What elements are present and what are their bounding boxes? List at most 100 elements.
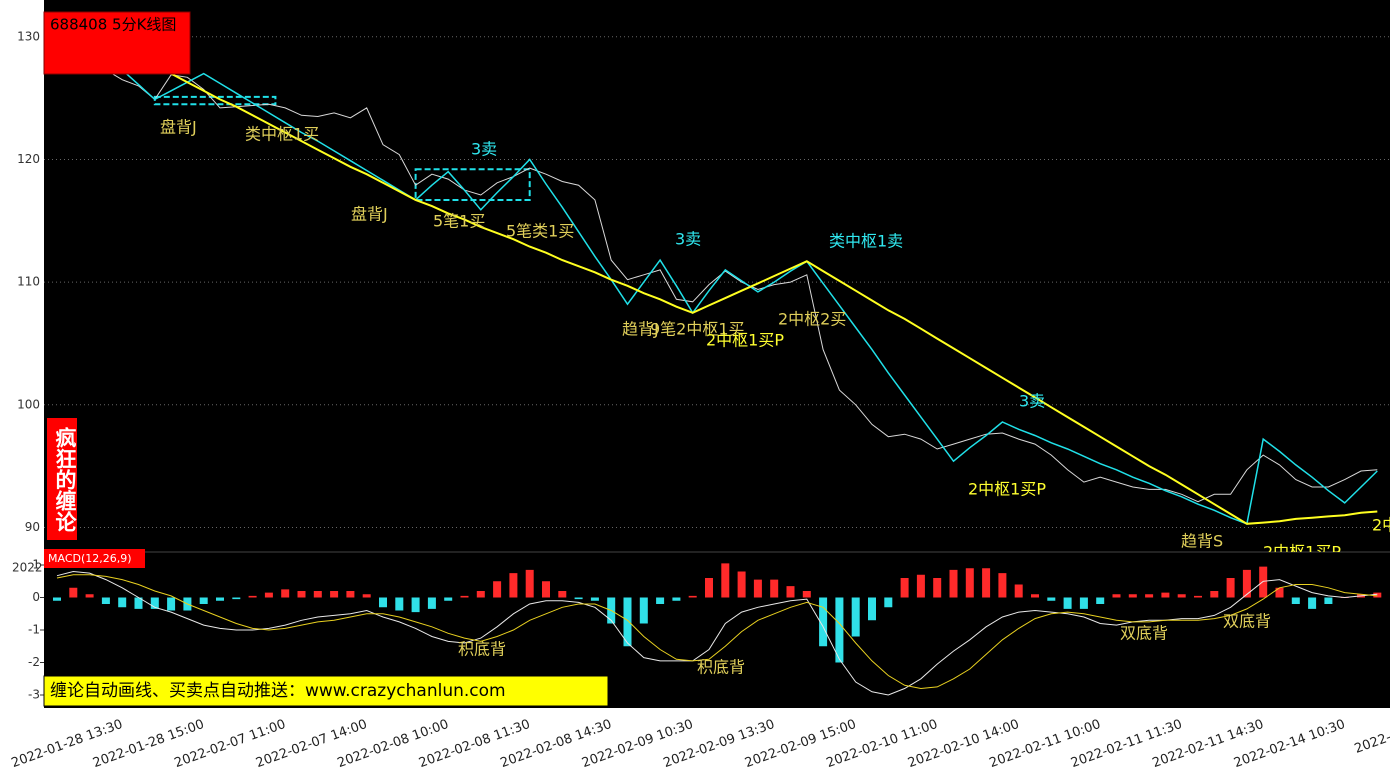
annotation: 类中枢1卖 [829,232,903,251]
histogram-bar [216,597,224,601]
y-tick-label: 110 [17,275,40,289]
annotation: 双底背 [1120,624,1168,643]
series-line [57,60,1378,503]
histogram-bar [982,568,991,598]
side-label: 疯狂的缠论 [47,418,77,540]
histogram-bar [1128,594,1137,598]
macd-title: MACD(12,26,9) [48,552,132,565]
histogram-bar [786,586,795,598]
annotation: 盘背J [351,205,388,224]
histogram-bar [167,597,176,611]
annotation: 趋背S [1181,532,1223,551]
y-tick-label: 120 [17,152,40,166]
title-box [43,11,191,75]
macd-title-box [44,549,145,568]
histogram-bar [346,591,355,598]
histogram-bar [884,597,893,608]
histogram-bar [1242,569,1251,598]
histogram-bar [427,597,436,609]
histogram-bar [933,578,942,598]
annotation: 双底背 [1223,612,1271,631]
histogram-bar [444,597,453,601]
annotation: 趋背J [622,320,659,339]
annotation: 3卖 [471,140,497,159]
histogram-bar [199,597,208,604]
y-tick-label: 130 [17,29,40,43]
y-tick-label: -2 [28,655,40,669]
histogram-bar [281,589,290,598]
histogram-bar [379,597,387,608]
histogram-bar [313,591,322,598]
histogram-bar [1145,594,1154,598]
histogram-bar [1259,566,1268,598]
annotation: 2中枢2买 [778,310,846,329]
histogram-bar [868,597,876,621]
series-line [170,72,1378,525]
histogram-bar [69,587,78,598]
histogram-bar [656,597,665,604]
histogram-bar [1161,592,1170,598]
annotation: 3卖 [1019,392,1045,411]
histogram-bar [639,597,648,624]
footer-box [43,675,609,707]
histogram-bar [1226,578,1235,598]
plot-background [44,0,1390,708]
histogram-bar [1275,587,1284,598]
histogram-bar [1324,597,1333,604]
histogram-bar [297,591,306,598]
histogram-bar [476,591,485,598]
series-line [56,574,1378,690]
histogram-bar [819,597,828,647]
histogram-bar [330,591,339,598]
histogram-bar [1079,597,1088,609]
histogram-bar [1031,594,1039,598]
histogram-bar [1291,597,1300,604]
histogram-bar [558,591,567,598]
histogram-bar [395,597,404,611]
histogram-bar [85,594,94,598]
y-tick-label: 90 [25,520,40,534]
annotation: 2中枢1买P [706,331,784,350]
histogram-bar [411,597,420,613]
annotation: 积底背 [697,658,745,677]
histogram-bar [1047,597,1056,601]
histogram-bar [264,592,273,598]
annotation: 积底背 [458,640,506,659]
chart-title: 688408 5分K线图 [50,16,176,34]
histogram-bar [1063,597,1072,609]
histogram-bar [737,571,746,598]
histogram-bar [134,597,143,609]
y-tick-label: -3 [28,688,40,702]
histogram-bar [802,591,811,598]
histogram-bar [672,597,681,601]
histogram-bar [1177,594,1186,598]
y-tick-label: 1 [32,558,40,572]
histogram-bar [118,597,127,608]
histogram-bar [688,595,697,598]
histogram-bar [1014,584,1023,598]
y-tick-label: 100 [17,397,40,411]
histogram-bar [770,579,779,598]
histogram-bar [232,597,241,600]
annotation: 5笔类1买 [506,222,574,241]
histogram-bar [1096,597,1105,604]
histogram-bar [916,574,925,598]
annotation: 3卖 [675,230,701,249]
histogram-bar [542,581,550,598]
clipped-label: 2022 [12,561,43,575]
annotation: 5笔1买 [433,212,485,231]
annotation: 盘背J [160,118,197,137]
histogram-bar [900,578,909,598]
histogram-bar [965,568,974,598]
y-tick-label: 0 [32,590,40,604]
histogram-bar [949,569,958,598]
annotation: 2中 [1372,516,1390,535]
histogram-bar [851,597,860,637]
histogram-bar [493,581,502,598]
histogram-bar [590,597,599,601]
histogram-bar [509,573,518,598]
series-line [56,570,1378,696]
